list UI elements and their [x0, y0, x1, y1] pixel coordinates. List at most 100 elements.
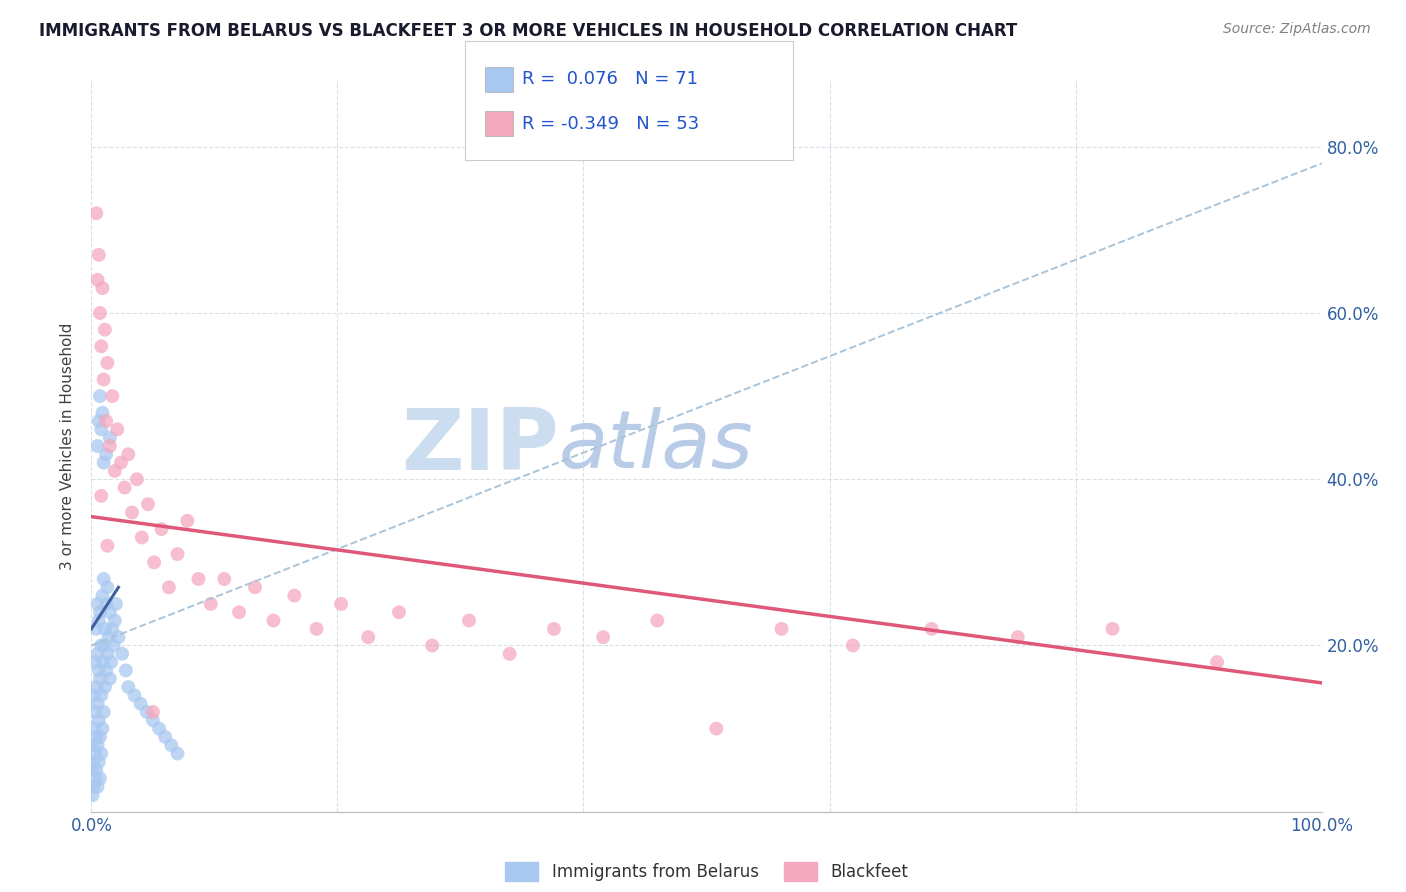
- Point: [91, 406, 114, 420]
- Point: [87, 414, 110, 428]
- Legend: Immigrants from Belarus, Blackfeet: Immigrants from Belarus, Blackfeet: [498, 855, 915, 888]
- Point: [283, 589, 305, 603]
- Point: [96, 356, 118, 370]
- Point: [86, 622, 108, 636]
- Point: [86, 738, 108, 752]
- Point: [83, 780, 105, 794]
- Point: [704, 722, 728, 736]
- Point: [166, 547, 188, 561]
- Point: [111, 647, 134, 661]
- Point: [458, 614, 481, 628]
- Point: [89, 672, 111, 686]
- Point: [262, 614, 284, 628]
- Point: [86, 647, 108, 661]
- Point: [770, 622, 793, 636]
- Text: R = -0.349   N = 53: R = -0.349 N = 53: [522, 115, 699, 133]
- Point: [228, 605, 250, 619]
- Point: [96, 647, 118, 661]
- Point: [94, 680, 117, 694]
- Point: [101, 622, 124, 636]
- Point: [82, 738, 104, 752]
- Point: [1206, 655, 1229, 669]
- Point: [90, 639, 112, 653]
- Point: [86, 763, 108, 777]
- Point: [84, 705, 107, 719]
- Point: [84, 772, 107, 786]
- Point: [592, 630, 614, 644]
- Point: [86, 597, 108, 611]
- Point: [142, 705, 165, 719]
- Text: atlas: atlas: [558, 407, 754, 485]
- Point: [89, 730, 111, 744]
- Point: [97, 630, 120, 644]
- Point: [388, 605, 411, 619]
- Point: [86, 439, 108, 453]
- Point: [82, 763, 104, 777]
- Point: [143, 555, 166, 569]
- Point: [84, 747, 107, 761]
- Text: ZIP: ZIP: [401, 404, 558, 488]
- Point: [420, 639, 443, 653]
- Point: [86, 273, 108, 287]
- Point: [96, 664, 117, 678]
- Point: [129, 697, 152, 711]
- Point: [104, 464, 127, 478]
- Point: [105, 422, 128, 436]
- Point: [125, 472, 148, 486]
- Point: [131, 530, 153, 544]
- Point: [96, 580, 118, 594]
- Point: [150, 522, 173, 536]
- Point: [330, 597, 353, 611]
- Point: [103, 639, 125, 653]
- Point: [82, 788, 104, 802]
- Point: [148, 722, 170, 736]
- Point: [107, 630, 129, 644]
- Point: [93, 372, 115, 386]
- Point: [498, 647, 520, 661]
- Text: Source: ZipAtlas.com: Source: ZipAtlas.com: [1223, 22, 1371, 37]
- Point: [101, 389, 124, 403]
- Point: [110, 456, 132, 470]
- Point: [84, 655, 107, 669]
- Point: [96, 447, 117, 461]
- Point: [357, 630, 380, 644]
- Text: R =  0.076   N = 71: R = 0.076 N = 71: [522, 70, 697, 88]
- Point: [93, 456, 115, 470]
- Point: [104, 614, 127, 628]
- Point: [135, 705, 157, 719]
- Point: [243, 580, 266, 594]
- Point: [87, 248, 110, 262]
- Point: [87, 614, 110, 628]
- Point: [91, 281, 114, 295]
- Point: [96, 597, 117, 611]
- Point: [842, 639, 865, 653]
- Point: [117, 680, 139, 694]
- Point: [94, 323, 117, 337]
- Point: [160, 738, 183, 752]
- Point: [93, 705, 115, 719]
- Point: [90, 422, 112, 436]
- Point: [89, 605, 111, 619]
- Point: [83, 689, 105, 703]
- Point: [83, 722, 105, 736]
- Point: [142, 714, 165, 728]
- Y-axis label: 3 or more Vehicles in Household: 3 or more Vehicles in Household: [60, 322, 76, 570]
- Point: [166, 747, 188, 761]
- Point: [89, 772, 111, 786]
- Point: [89, 306, 111, 320]
- Point: [105, 597, 127, 611]
- Point: [1007, 630, 1029, 644]
- Point: [98, 431, 121, 445]
- Point: [100, 655, 122, 669]
- Point: [121, 506, 143, 520]
- Point: [921, 622, 943, 636]
- Point: [1101, 622, 1123, 636]
- Point: [86, 697, 108, 711]
- Point: [87, 664, 110, 678]
- Text: IMMIGRANTS FROM BELARUS VS BLACKFEET 3 OR MORE VEHICLES IN HOUSEHOLD CORRELATION: IMMIGRANTS FROM BELARUS VS BLACKFEET 3 O…: [39, 22, 1018, 40]
- Point: [153, 730, 177, 744]
- Point: [93, 639, 115, 653]
- Point: [117, 447, 139, 461]
- Point: [87, 714, 110, 728]
- Point: [90, 689, 112, 703]
